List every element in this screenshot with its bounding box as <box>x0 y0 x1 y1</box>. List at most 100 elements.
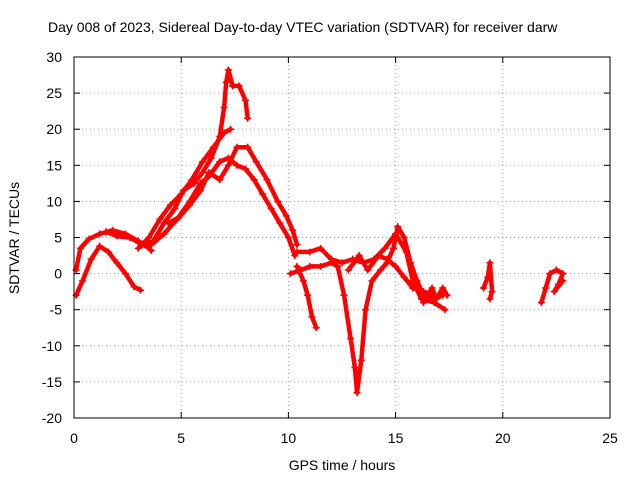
data-point-marker <box>224 161 232 169</box>
data-point-marker <box>209 143 217 151</box>
data-point-marker <box>552 266 560 274</box>
data-point-marker <box>374 252 382 260</box>
series-line <box>539 267 566 305</box>
data-point-marker <box>389 244 397 252</box>
data-point-marker <box>199 169 207 177</box>
data-point-marker <box>317 244 325 252</box>
data-point-marker <box>555 280 563 288</box>
data-point-marker <box>306 248 314 256</box>
data-point-marker <box>299 277 307 285</box>
data-point-marker <box>353 389 361 397</box>
data-point-marker <box>235 82 243 90</box>
series-line <box>481 260 495 302</box>
series-layer <box>72 66 567 397</box>
data-point-marker <box>284 234 292 241</box>
data-point-marker <box>287 270 295 278</box>
data-point-marker <box>227 125 235 133</box>
data-point-marker <box>186 201 194 209</box>
data-point-marker <box>419 288 427 296</box>
data-point-marker <box>177 190 185 198</box>
data-point-marker <box>364 266 372 274</box>
data-point-marker <box>289 226 297 234</box>
series-trace-10 <box>293 262 320 332</box>
data-point-marker <box>76 244 84 252</box>
data-point-marker <box>205 169 213 177</box>
data-point-marker <box>121 270 129 278</box>
data-point-marker <box>291 252 299 260</box>
data-point-marker <box>392 262 400 270</box>
data-point-marker <box>274 197 282 205</box>
data-point-marker <box>347 335 355 343</box>
data-point-marker <box>196 187 204 195</box>
data-point-marker <box>383 255 391 263</box>
y-tick-label: 10 <box>46 193 62 209</box>
data-point-marker <box>439 284 447 292</box>
data-point-marker <box>126 234 134 241</box>
y-tick-label: 20 <box>46 121 62 137</box>
data-point-marker <box>428 284 436 292</box>
data-point-marker <box>443 291 451 299</box>
data-point-marker <box>486 259 494 267</box>
data-point-marker <box>85 235 93 243</box>
data-point-marker <box>312 324 320 332</box>
data-point-marker <box>113 259 121 267</box>
data-point-marker <box>338 259 346 267</box>
x-tick-labels: 0 5 10 15 20 25 <box>70 430 618 446</box>
data-point-marker <box>175 213 183 221</box>
data-point-marker <box>134 244 142 252</box>
series-trace-11 <box>344 252 438 299</box>
data-point-marker <box>156 215 164 223</box>
chart-title: Day 008 of 2023, Sidereal Day-to-day VTE… <box>48 19 558 35</box>
data-point-marker <box>344 266 352 274</box>
data-point-marker <box>242 96 250 104</box>
data-point-marker <box>419 298 427 306</box>
data-point-marker <box>276 219 284 227</box>
y-tick-label: -15 <box>42 374 62 390</box>
data-point-marker <box>400 234 408 241</box>
y-tick-label: -5 <box>50 302 63 318</box>
data-point-marker <box>355 252 363 260</box>
x-tick-label: 15 <box>388 430 404 446</box>
data-point-marker <box>351 363 359 371</box>
plot-frame <box>73 56 611 419</box>
data-point-marker <box>308 313 316 321</box>
data-point-marker <box>207 154 215 162</box>
data-point-marker <box>400 273 408 281</box>
data-point-marker <box>263 176 271 184</box>
data-point-marker <box>486 295 494 303</box>
data-point-marker <box>113 232 121 240</box>
data-point-marker <box>199 158 207 166</box>
data-point-marker <box>229 82 237 90</box>
data-point-marker <box>244 114 252 122</box>
data-point-marker <box>362 306 370 314</box>
data-point-marker <box>216 158 224 166</box>
data-point-marker <box>252 158 260 166</box>
data-point-marker <box>145 234 153 241</box>
data-point-marker <box>407 259 415 267</box>
data-point-marker <box>317 262 325 270</box>
data-point-marker <box>147 241 155 249</box>
data-point-marker <box>304 291 312 299</box>
data-point-marker <box>171 205 179 213</box>
data-point-marker <box>267 205 275 213</box>
data-point-marker <box>480 284 488 292</box>
y-tick-label: 15 <box>46 157 62 173</box>
data-point-marker <box>224 66 232 74</box>
data-point-marker <box>222 78 230 86</box>
data-point-marker <box>220 129 228 137</box>
data-point-marker <box>216 176 224 184</box>
y-tick-labels: -20 -15 -10 -5 0 5 10 15 20 25 30 <box>42 49 62 426</box>
series-line <box>294 264 319 331</box>
data-point-marker <box>104 248 112 256</box>
data-point-marker <box>164 219 172 227</box>
data-point-marker <box>166 201 174 209</box>
series-trace-12 <box>419 284 451 306</box>
data-point-marker <box>327 259 335 267</box>
x-axis-title: GPS time / hours <box>289 457 396 473</box>
data-point-marker <box>130 283 138 291</box>
series-line <box>346 253 437 298</box>
data-point-marker <box>293 262 301 270</box>
data-point-marker <box>432 295 440 303</box>
data-point-marker <box>160 230 168 238</box>
data-point-marker <box>102 228 110 236</box>
